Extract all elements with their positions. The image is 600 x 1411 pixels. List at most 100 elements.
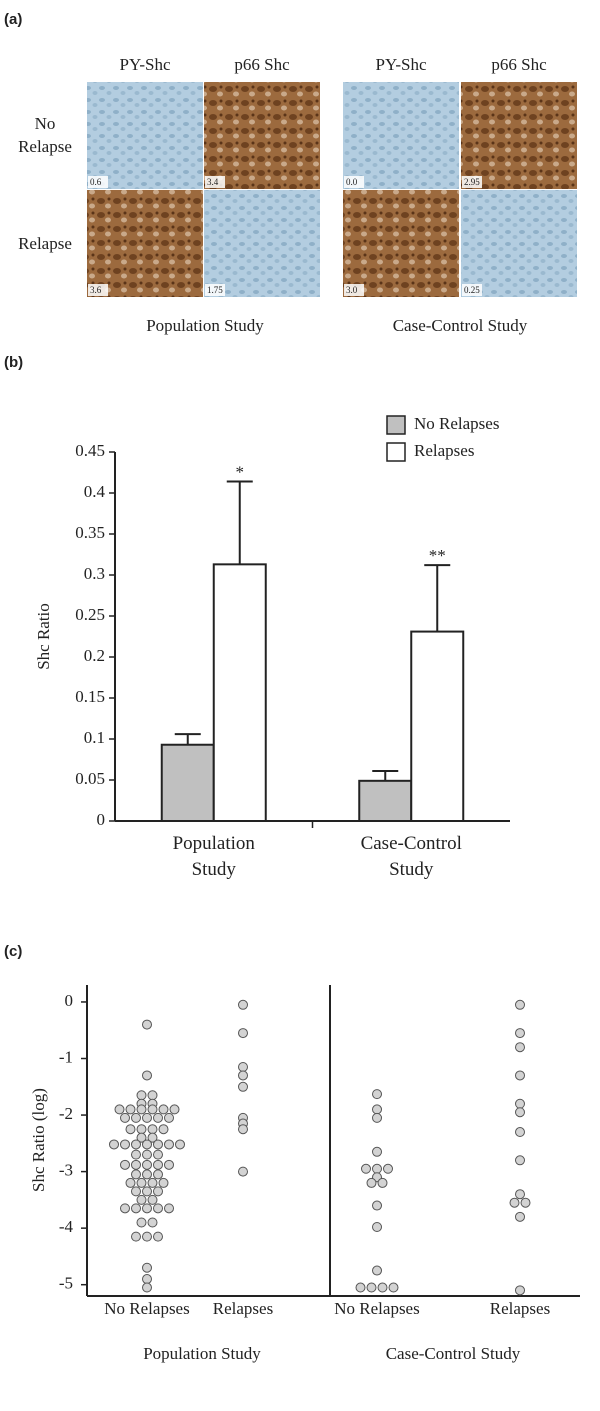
data-point	[142, 1231, 152, 1242]
group-label: Case-Control Study	[386, 1344, 521, 1363]
panel-label: (b)	[4, 354, 23, 371]
data-point	[515, 1028, 525, 1039]
bar	[358, 779, 413, 823]
data-point	[142, 1159, 152, 1170]
data-point	[377, 1177, 388, 1188]
legend-swatch	[386, 442, 406, 462]
data-point	[131, 1139, 141, 1150]
data-point	[142, 1203, 152, 1214]
data-point	[142, 1169, 152, 1180]
y-tick-label: 0	[97, 810, 106, 829]
data-point	[131, 1149, 141, 1160]
data-point	[355, 1282, 366, 1293]
data-point	[142, 1282, 152, 1293]
data-point	[131, 1159, 141, 1170]
data-point	[136, 1194, 147, 1205]
score-box	[205, 284, 225, 296]
data-point	[158, 1177, 169, 1188]
micrograph	[461, 190, 577, 297]
data-point	[131, 1186, 141, 1197]
data-point	[142, 1186, 152, 1197]
data-point	[131, 1203, 141, 1214]
data-point	[147, 1194, 158, 1205]
panel-label: (a)	[4, 11, 22, 28]
column-label: PY-Shc	[375, 55, 426, 74]
y-tick-label: 0.3	[84, 564, 105, 583]
data-point	[158, 1104, 169, 1115]
micrograph	[343, 82, 459, 189]
data-point	[142, 1112, 152, 1123]
y-tick-label: 0	[65, 991, 74, 1010]
x-tick-label: Relapses	[213, 1299, 273, 1318]
study-label: Case-Control Study	[393, 316, 528, 335]
y-tick-label: -1	[59, 1047, 73, 1066]
data-point	[238, 999, 248, 1010]
data-point	[131, 1169, 141, 1180]
data-point	[238, 1070, 248, 1081]
data-point	[120, 1139, 130, 1150]
data-point	[142, 1070, 152, 1081]
data-point	[153, 1231, 163, 1242]
data-point	[136, 1104, 147, 1115]
data-point	[515, 1042, 525, 1053]
data-point	[164, 1112, 174, 1123]
data-point	[515, 1155, 525, 1166]
data-point	[388, 1282, 399, 1293]
score-box	[344, 176, 364, 188]
data-point	[372, 1200, 382, 1211]
column-label: PY-Shc	[119, 55, 170, 74]
score-label: 0.25	[464, 285, 480, 295]
data-point	[515, 1070, 525, 1081]
data-point	[372, 1112, 382, 1123]
data-point	[147, 1177, 158, 1188]
data-point	[109, 1139, 119, 1150]
row-label: No Relapse	[18, 114, 72, 156]
data-point	[372, 1089, 382, 1100]
data-point	[136, 1132, 147, 1143]
data-point	[147, 1217, 158, 1228]
data-point	[372, 1163, 382, 1174]
data-point	[515, 1107, 525, 1118]
data-point	[125, 1177, 136, 1188]
score-label: 3.4	[207, 177, 219, 187]
study-label: Population Study	[146, 316, 264, 335]
data-point	[153, 1169, 163, 1180]
y-tick-label: 0.15	[75, 687, 105, 706]
data-point	[366, 1282, 377, 1293]
data-point	[136, 1090, 147, 1101]
x-tick-label: No Relapses	[104, 1299, 189, 1318]
y-tick-label: 0.4	[84, 482, 106, 501]
score-box	[205, 176, 225, 188]
data-point	[515, 999, 525, 1010]
data-point	[153, 1112, 163, 1123]
data-point	[147, 1104, 158, 1115]
y-tick-label: 0.1	[84, 728, 105, 747]
y-tick-label: -3	[59, 1161, 73, 1180]
data-point	[372, 1104, 382, 1115]
micrograph	[204, 82, 320, 189]
data-point	[175, 1139, 185, 1150]
data-point	[153, 1159, 163, 1170]
y-tick-label: 0.2	[84, 646, 105, 665]
data-point	[361, 1163, 371, 1174]
data-point	[238, 1081, 248, 1092]
data-point	[383, 1163, 393, 1174]
x-tick-label: Population Study	[172, 833, 255, 880]
data-point	[153, 1186, 163, 1197]
bar	[410, 630, 465, 823]
data-point	[238, 1166, 248, 1177]
data-point	[164, 1203, 174, 1214]
y-tick-label: 0.05	[75, 769, 105, 788]
data-point	[238, 1061, 248, 1072]
y-axis-label: Shc Ratio (log)	[29, 1088, 48, 1192]
data-point	[125, 1104, 136, 1115]
score-label: 3.0	[346, 285, 358, 295]
legend-label: No Relapses	[414, 414, 499, 433]
score-label: 0.6	[90, 177, 102, 187]
legend-swatch	[386, 415, 406, 435]
legend-label: Relapses	[414, 441, 474, 460]
micrograph	[87, 190, 203, 297]
data-point	[147, 1124, 158, 1135]
